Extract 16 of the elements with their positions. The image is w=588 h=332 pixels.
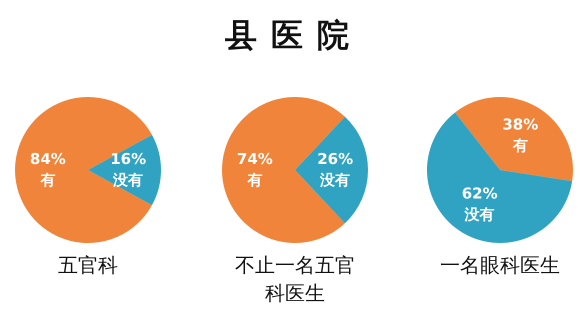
text: 不止一名五官科医生 xyxy=(234,252,356,307)
data-label: 16% xyxy=(110,150,146,168)
data-label: 74% xyxy=(236,150,273,168)
data-label: 26% xyxy=(317,150,354,168)
data-label: 84% xyxy=(30,150,66,168)
text: 一名眼科医生 xyxy=(439,252,561,279)
slice-label: 没有 xyxy=(464,206,495,224)
slice-label: 有 xyxy=(512,136,528,154)
text: 县医院 xyxy=(224,15,364,56)
slice-label: 没有 xyxy=(319,170,350,189)
slice-label: 有 xyxy=(246,170,262,189)
data-label: 38% xyxy=(502,115,538,134)
data-label: 62% xyxy=(462,184,498,203)
slice-label: 有 xyxy=(39,170,56,189)
slice-label: 没有 xyxy=(112,170,144,189)
text: 五官科 xyxy=(57,252,119,279)
